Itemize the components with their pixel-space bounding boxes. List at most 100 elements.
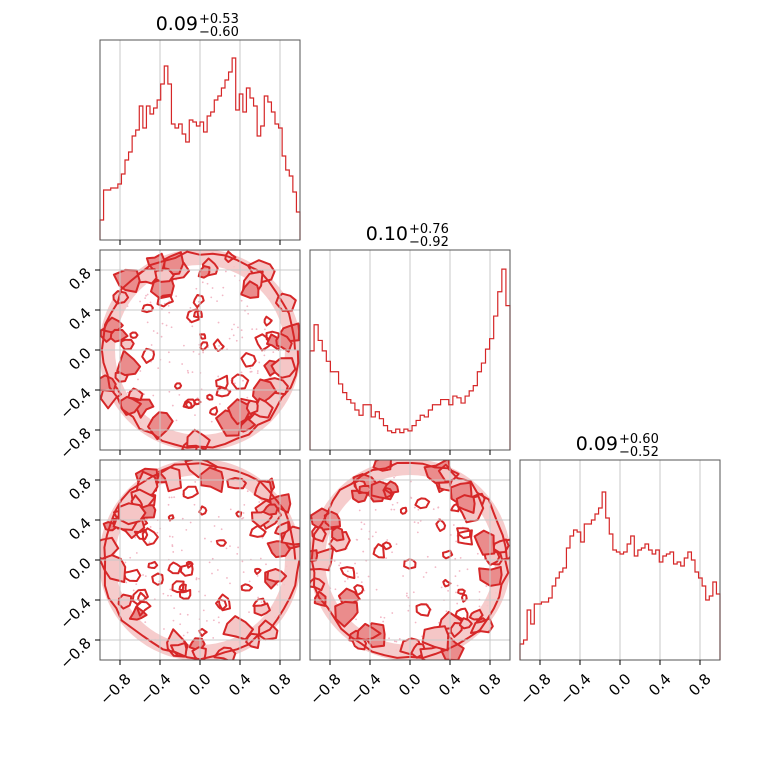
sample-dot: [170, 496, 173, 499]
sample-dot: [144, 297, 147, 300]
histogram-panel-2: 0.10 +0.76−0.92: [309, 222, 511, 455]
contour-blob: [457, 588, 466, 595]
sample-dot: [385, 557, 388, 560]
sample-dot: [170, 326, 173, 329]
sample-dot: [338, 564, 341, 567]
sample-dot: [175, 419, 178, 422]
y-tick-label: 0.4: [65, 304, 95, 334]
contour-blob: [217, 593, 231, 612]
sample-dot: [263, 354, 266, 357]
sample-dot: [186, 369, 189, 372]
contour-blob: [270, 357, 297, 379]
sample-dot: [194, 481, 197, 483]
sample-dot: [216, 300, 218, 303]
sample-dot: [367, 575, 370, 578]
sample-dot: [204, 594, 207, 597]
sample-dot: [346, 577, 349, 580]
sample-dot: [211, 572, 213, 575]
sample-dot: [124, 561, 127, 564]
sample-dot: [407, 609, 410, 612]
contour-blob: [240, 583, 253, 592]
sample-dot: [393, 476, 395, 479]
sample-dot: [393, 640, 396, 643]
sample-dot: [240, 299, 243, 302]
contour-blob: [254, 567, 262, 575]
sample-dot: [237, 546, 240, 549]
contour-blob: [227, 398, 250, 426]
sample-dot: [222, 286, 225, 289]
sample-dot: [189, 306, 192, 309]
x-tick-label: 0.8: [685, 670, 715, 700]
sample-dot: [258, 501, 261, 503]
sample-dot: [334, 588, 337, 591]
panel-title-lower: −0.52: [619, 445, 659, 460]
x-tick-label: 0.4: [645, 670, 675, 700]
sample-dot: [135, 583, 138, 586]
sample-dot: [211, 557, 214, 560]
sample-dot: [416, 531, 419, 534]
sample-dot: [258, 361, 261, 364]
sample-dot: [218, 403, 221, 405]
sample-dot: [425, 571, 428, 574]
sample-dot: [356, 572, 358, 575]
sample-dot: [191, 371, 194, 373]
contour-blob: [186, 308, 200, 324]
contour-blob: [240, 280, 260, 299]
y-tick-label: 0.0: [65, 554, 95, 584]
sample-dot: [391, 551, 393, 554]
contour-blob: [199, 341, 209, 352]
sample-dot: [211, 287, 214, 289]
scatter-panel-2-0: −0.8 −0.4 0.0 0.4 0.8−0.8−0.40.00.40.8: [56, 459, 301, 709]
sample-dot: [476, 552, 479, 555]
sample-dot: [173, 496, 176, 499]
sample-dot: [413, 521, 416, 524]
contour-blob: [442, 549, 454, 560]
sample-dot: [148, 541, 151, 544]
sample-dot: [139, 370, 142, 372]
sample-dot: [422, 576, 425, 578]
contour-blob: [199, 333, 207, 340]
sample-dot: [168, 311, 171, 314]
sample-dot: [206, 282, 209, 285]
y-tick-label: −0.4: [56, 384, 94, 422]
sample-dot: [249, 367, 252, 370]
sample-dot: [432, 508, 435, 511]
sample-dot: [139, 300, 141, 303]
panel-title-upper: +0.60: [619, 432, 659, 447]
sample-dot: [417, 522, 420, 524]
sample-dot: [458, 570, 461, 572]
contour-blob: [185, 560, 194, 569]
panel-title-lower: −0.92: [409, 235, 449, 250]
sample-dot: [386, 539, 389, 541]
sample-dot: [360, 581, 363, 584]
sample-dot: [265, 563, 267, 566]
sample-dot: [170, 594, 172, 597]
sample-dot: [241, 560, 244, 563]
sample-dot: [229, 582, 231, 585]
sample-dot: [126, 391, 129, 394]
sample-dot: [208, 561, 211, 564]
sample-dot: [466, 568, 469, 571]
sample-dot: [375, 588, 378, 591]
sample-dot: [206, 620, 208, 622]
sample-dot: [125, 581, 128, 584]
sample-dot: [217, 616, 220, 619]
sample-dot: [388, 637, 390, 640]
contour-blob: [156, 293, 174, 308]
contour-blob: [215, 374, 229, 390]
x-tick-label: −0.4: [136, 670, 174, 708]
sample-dot: [459, 557, 462, 559]
sample-dot: [167, 594, 169, 597]
contour-blob: [129, 331, 139, 339]
sample-dot: [246, 305, 249, 308]
contour-blob: [133, 528, 149, 540]
sample-dot: [414, 621, 417, 624]
sample-dot: [165, 324, 168, 327]
x-tick-label: −0.8: [306, 670, 344, 708]
sample-dot: [179, 623, 182, 626]
sample-dot: [168, 535, 171, 538]
sample-dot: [144, 621, 147, 624]
sample-dot: [144, 575, 147, 577]
contour-blob: [331, 526, 345, 542]
sample-dot: [417, 508, 420, 511]
